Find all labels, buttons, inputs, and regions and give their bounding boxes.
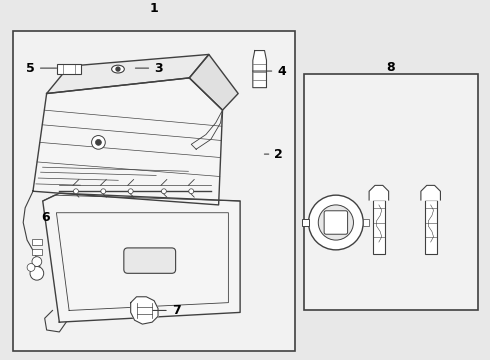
Polygon shape [369, 185, 389, 200]
FancyBboxPatch shape [324, 211, 347, 234]
Bar [302, 219, 310, 226]
Circle shape [92, 136, 105, 149]
Circle shape [27, 264, 35, 271]
Text: 6: 6 [41, 211, 49, 224]
Text: 5: 5 [26, 62, 56, 75]
Circle shape [161, 189, 166, 194]
Circle shape [74, 189, 78, 194]
Polygon shape [421, 185, 441, 200]
Bar [13, 31, 295, 351]
Circle shape [32, 257, 42, 266]
Text: 7: 7 [153, 304, 180, 317]
Polygon shape [47, 54, 209, 94]
Bar [363, 219, 369, 226]
Circle shape [309, 195, 363, 250]
Text: 8: 8 [386, 61, 395, 74]
Ellipse shape [112, 65, 124, 73]
Bar [373, 200, 385, 254]
Text: 1: 1 [150, 3, 158, 15]
Circle shape [101, 189, 106, 194]
Bar [425, 200, 437, 254]
FancyBboxPatch shape [124, 248, 175, 273]
Bar [304, 74, 478, 310]
Circle shape [189, 189, 194, 194]
Circle shape [96, 139, 101, 145]
Circle shape [30, 266, 44, 280]
Text: 2: 2 [265, 148, 283, 161]
Circle shape [128, 189, 133, 194]
Bar [32, 239, 42, 245]
Polygon shape [131, 297, 158, 324]
Polygon shape [43, 193, 240, 322]
Text: 4: 4 [253, 64, 286, 77]
Circle shape [318, 205, 353, 240]
Polygon shape [33, 78, 222, 205]
Bar [32, 249, 42, 255]
Text: 3: 3 [135, 62, 163, 75]
Polygon shape [189, 54, 238, 110]
Polygon shape [253, 50, 267, 88]
Circle shape [116, 67, 120, 71]
Bar [57, 64, 81, 74]
